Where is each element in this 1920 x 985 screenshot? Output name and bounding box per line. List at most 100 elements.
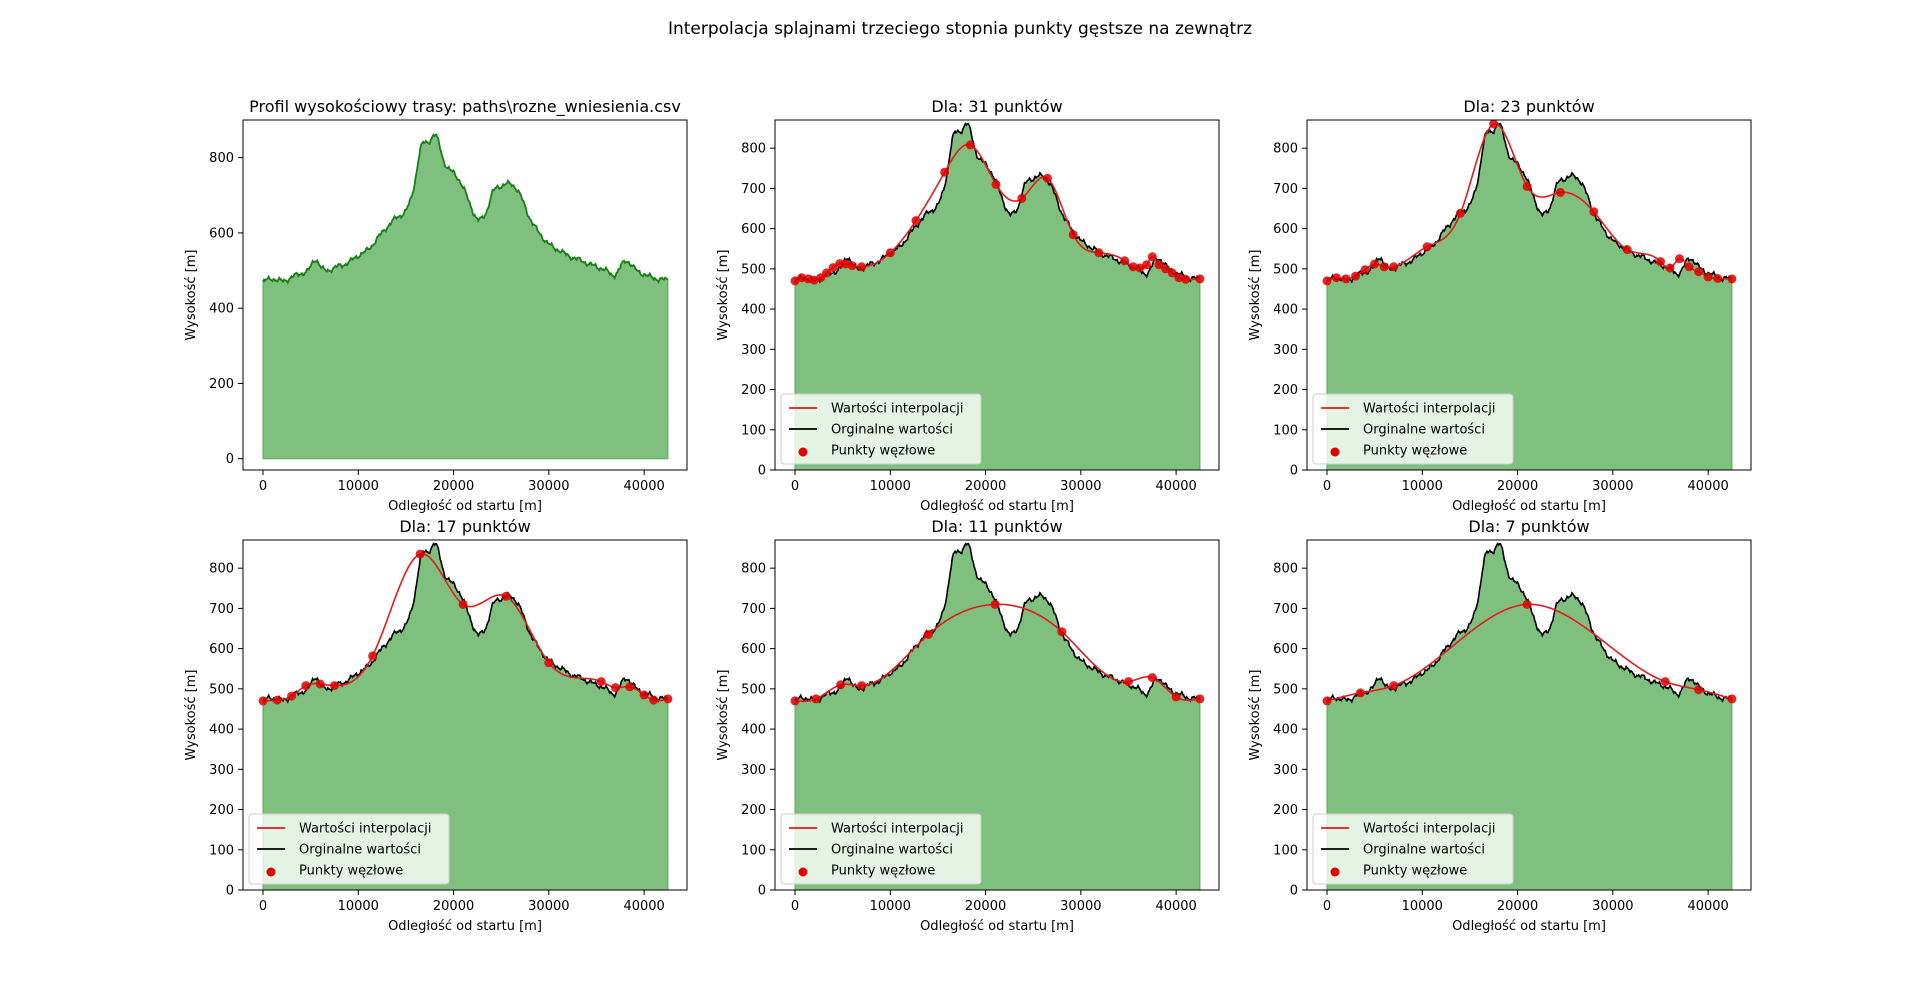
- legend: Wartości interpolacji Orginalne wartości P…: [1312, 393, 1514, 465]
- node-point: [1703, 272, 1713, 282]
- x-tick-label: 30000: [1592, 899, 1633, 914]
- node-point: [1589, 207, 1599, 217]
- node-point: [790, 276, 800, 286]
- node-point: [1332, 273, 1341, 283]
- y-tick-label: 400: [1273, 723, 1298, 738]
- y-tick-label: 600: [741, 222, 766, 237]
- legend-swatch-nodes: [798, 867, 808, 877]
- y-tick-label: 400: [741, 723, 766, 738]
- subplot-title: Dla: 17 punktów: [399, 517, 530, 536]
- node-point: [330, 681, 339, 691]
- node-point: [990, 599, 1000, 609]
- legend-swatch-nodes: [798, 447, 808, 457]
- node-point: [1142, 260, 1152, 270]
- y-axis-label: Wysokość [m]: [184, 250, 199, 341]
- node-point: [368, 651, 378, 661]
- y-tick-label: 600: [1273, 642, 1298, 657]
- node-point: [911, 216, 921, 226]
- legend-swatch-nodes: [266, 867, 276, 877]
- y-axis-label: Wysokość [m]: [184, 670, 199, 761]
- subplot-5: 0 10000 20000 30000 40000 0 100 200 300 400 500 600…: [716, 517, 1220, 934]
- legend-label-interpolation: Wartości interpolacji: [831, 402, 964, 417]
- y-axis-label: Wysokość [m]: [716, 250, 731, 341]
- node-point: [1389, 681, 1399, 691]
- x-tick-label: 20000: [1497, 899, 1538, 914]
- y-tick-label: 400: [1273, 303, 1298, 318]
- legend-label-original: Orginalne wartości: [1363, 843, 1485, 858]
- subplot-title: Dla: 31 punktów: [931, 97, 1062, 116]
- node-point: [315, 679, 325, 689]
- x-tick-label: 20000: [433, 479, 474, 494]
- x-axis-label: Odległość od startu [m]: [1452, 499, 1606, 514]
- x-tick-label: 10000: [338, 899, 379, 914]
- y-tick-label: 100: [1273, 423, 1298, 438]
- elevation-area: [262, 133, 669, 460]
- legend: Wartości interpolacji Orginalne wartości P…: [780, 813, 982, 885]
- y-tick-label: 300: [741, 763, 766, 778]
- node-point: [301, 681, 311, 691]
- node-point: [1422, 242, 1432, 252]
- y-tick-label: 0: [1290, 464, 1298, 479]
- y-tick-label: 200: [209, 803, 234, 818]
- x-tick-label: 40000: [623, 899, 664, 914]
- x-tick-label: 0: [1323, 479, 1331, 494]
- subplot-title: Dla: 23 punktów: [1463, 97, 1594, 116]
- subplot-4: 0 10000 20000 30000 40000 0 100 200 300 400 500 600…: [184, 517, 688, 934]
- node-point: [1322, 276, 1332, 286]
- legend-label-original: Orginalne wartości: [831, 423, 953, 438]
- node-point: [1656, 257, 1665, 267]
- y-tick-label: 0: [226, 884, 234, 899]
- y-tick-label: 100: [1273, 843, 1298, 858]
- y-tick-label: 800: [1273, 142, 1298, 157]
- node-point: [828, 263, 838, 273]
- x-tick-label: 40000: [1687, 899, 1728, 914]
- legend: Wartości interpolacji Orginalne wartości P…: [1312, 813, 1514, 885]
- y-axis-label: Wysokość [m]: [1248, 670, 1263, 761]
- node-point: [991, 179, 1001, 189]
- node-point: [1147, 673, 1157, 683]
- legend-label-interpolation: Wartości interpolacji: [299, 822, 432, 837]
- x-tick-label: 30000: [1592, 479, 1633, 494]
- node-point: [1195, 694, 1205, 704]
- node-point: [1522, 599, 1532, 609]
- subplot-1: 0 10000 20000 30000 40000 0 200 400 600 800 Profil…: [184, 97, 688, 514]
- subplot-title: Profil wysokościowy trasy: paths\rozne_w…: [249, 97, 681, 117]
- y-tick-label: 800: [741, 142, 766, 157]
- node-point: [822, 268, 831, 278]
- y-tick-label: 500: [1273, 262, 1298, 277]
- node-point: [639, 690, 649, 700]
- legend-label-original: Orginalne wartości: [831, 843, 953, 858]
- node-point: [458, 599, 468, 609]
- y-tick-label: 800: [209, 562, 234, 577]
- x-tick-label: 40000: [1687, 479, 1728, 494]
- node-point: [1181, 274, 1191, 284]
- x-tick-label: 10000: [870, 479, 911, 494]
- x-axis-label: Odległość od startu [m]: [388, 499, 542, 514]
- y-tick-label: 500: [741, 682, 766, 697]
- legend: Wartości interpolacji Orginalne wartości P…: [248, 813, 450, 885]
- node-point: [885, 248, 895, 258]
- x-tick-label: 20000: [965, 899, 1006, 914]
- node-point: [1370, 259, 1380, 269]
- axes-frame: [1306, 119, 1752, 471]
- x-tick-label: 40000: [623, 479, 664, 494]
- y-tick-label: 700: [1273, 182, 1298, 197]
- y-tick-label: 300: [1273, 763, 1298, 778]
- legend-label-nodes: Punkty węzłowe: [299, 864, 403, 879]
- y-tick-label: 100: [209, 843, 234, 858]
- node-point: [1675, 254, 1684, 264]
- y-tick-label: 0: [226, 452, 234, 467]
- node-point: [1094, 248, 1104, 258]
- node-point: [1389, 262, 1399, 272]
- y-tick-label: 700: [741, 182, 766, 197]
- y-tick-label: 700: [1273, 602, 1298, 617]
- y-tick-label: 300: [1273, 343, 1298, 358]
- x-tick-label: 10000: [338, 479, 379, 494]
- node-point: [923, 630, 933, 639]
- y-tick-label: 0: [1290, 884, 1298, 899]
- node-point: [258, 696, 268, 706]
- node-point: [1522, 181, 1532, 191]
- y-tick-label: 700: [741, 602, 766, 617]
- node-point: [1555, 187, 1565, 197]
- node-point: [857, 681, 867, 691]
